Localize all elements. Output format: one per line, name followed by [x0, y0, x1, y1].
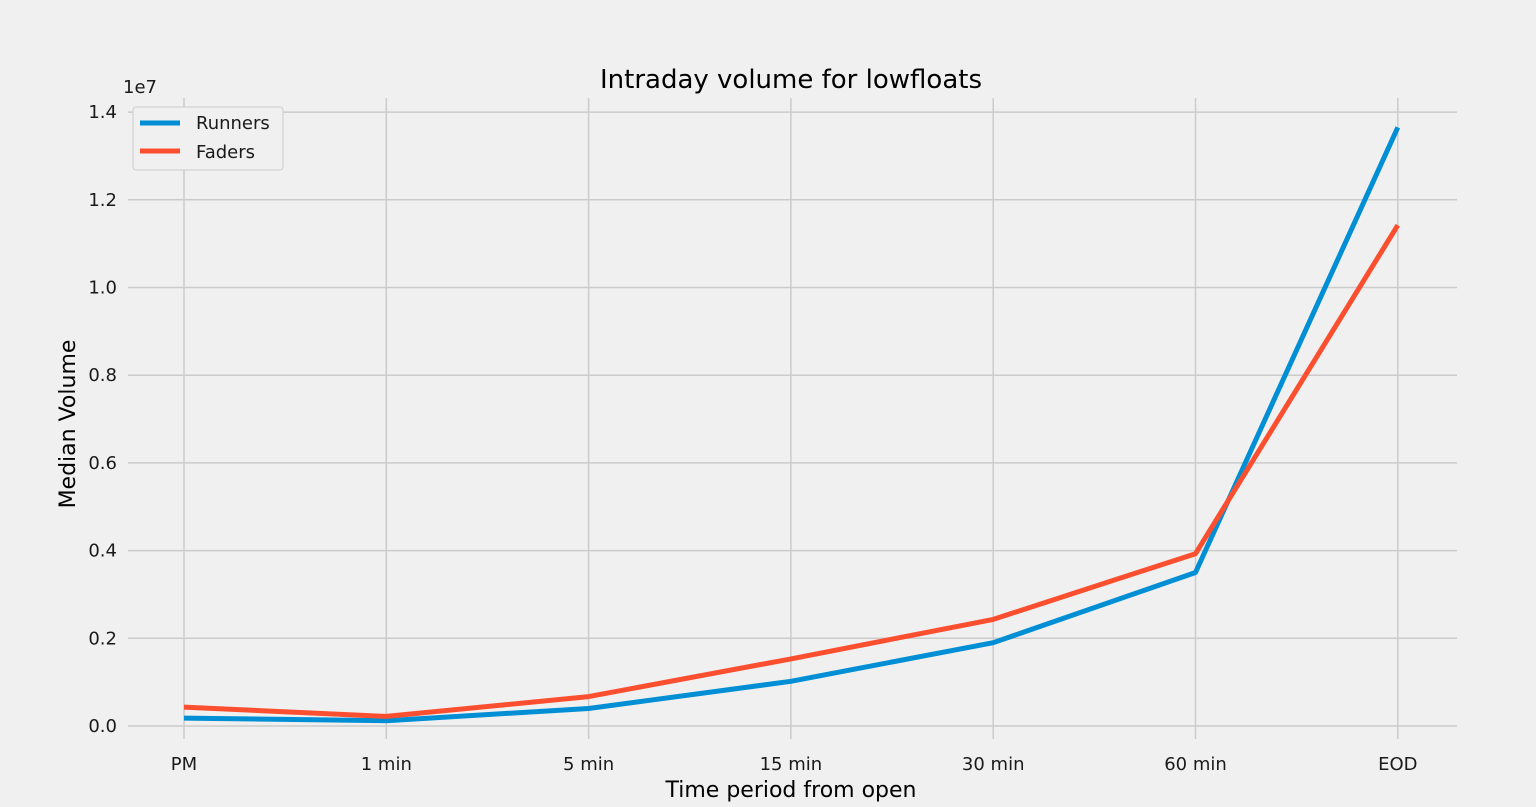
y-tick-label: 1.2	[88, 190, 117, 211]
y-axis-label: Median Volume	[56, 340, 81, 509]
y-tick-label: 0.2	[88, 628, 117, 649]
x-grid	[183, 98, 1399, 739]
x-tick-labels: PM 1 min 5 min 15 min 30 min 60 min EOD	[171, 754, 1418, 775]
x-tick-label: 30 min	[962, 754, 1025, 775]
y-grid	[128, 111, 1457, 727]
x-tick-label: 5 min	[563, 754, 614, 775]
x-axis-label: Time period from open	[664, 778, 916, 803]
y-tick-label: 0.6	[88, 453, 117, 474]
y-tick-label: 1.4	[88, 102, 117, 123]
y-tick-label: 1.0	[88, 278, 117, 299]
x-tick-label: 1 min	[361, 754, 412, 775]
y-tick-labels: 0.0 0.2 0.4 0.6 0.8 1.0 1.2 1.4	[88, 102, 117, 737]
x-tick-label: 15 min	[760, 754, 823, 775]
y-offset-label: 1e7	[123, 77, 157, 98]
x-tick-label: EOD	[1378, 754, 1417, 775]
x-tick-label: 60 min	[1164, 754, 1227, 775]
legend: Runners Faders	[132, 106, 284, 171]
y-tick-label: 0.0	[88, 716, 117, 737]
series-line-runners	[183, 126, 1401, 724]
x-tick-label: PM	[171, 754, 197, 775]
y-tick-label: 0.8	[88, 365, 117, 386]
legend-label-runners: Runners	[196, 113, 270, 134]
y-tick-label: 0.4	[88, 541, 117, 562]
chart-title: Intraday volume for lowfloats	[600, 65, 982, 95]
series-line-faders	[183, 223, 1400, 719]
legend-label-faders: Faders	[196, 142, 255, 163]
series-lines	[183, 126, 1401, 724]
